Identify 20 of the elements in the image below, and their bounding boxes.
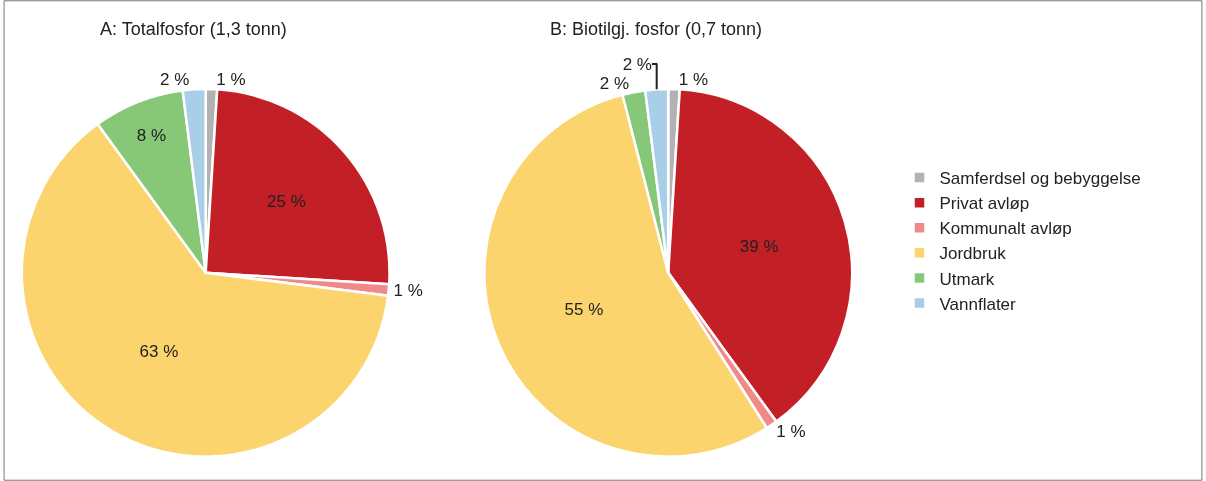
data-label: 2 % — [599, 73, 630, 93]
legend-label: Utmark — [939, 269, 995, 289]
chart-title: A: Totalfosfor (1,3 tonn) — [100, 19, 287, 39]
legend-label: Kommunalt avløp — [939, 219, 1072, 239]
data-label: 1 % — [776, 421, 806, 441]
legend-label: Jordbruk — [939, 244, 1007, 264]
chart-title: B: Biotilgj. fosfor (0,7 tonn) — [550, 19, 763, 39]
data-label: 39 % — [739, 236, 779, 256]
data-label: 63 % — [139, 342, 179, 362]
data-label: 8 % — [136, 126, 167, 146]
data-label: 1 % — [216, 70, 246, 90]
legend-label: Samferdsel og bebyggelse — [939, 169, 1141, 189]
data-label: 55 % — [564, 299, 604, 319]
data-label: 25 % — [267, 192, 306, 212]
data-label: 1 % — [678, 70, 709, 90]
legend-label: Privat avløp — [939, 194, 1030, 214]
legend-label: Vannflater — [939, 294, 1017, 314]
data-label: 2 % — [160, 70, 190, 90]
data-label: 2 % — [622, 54, 652, 74]
data-label: 1 % — [393, 280, 423, 300]
